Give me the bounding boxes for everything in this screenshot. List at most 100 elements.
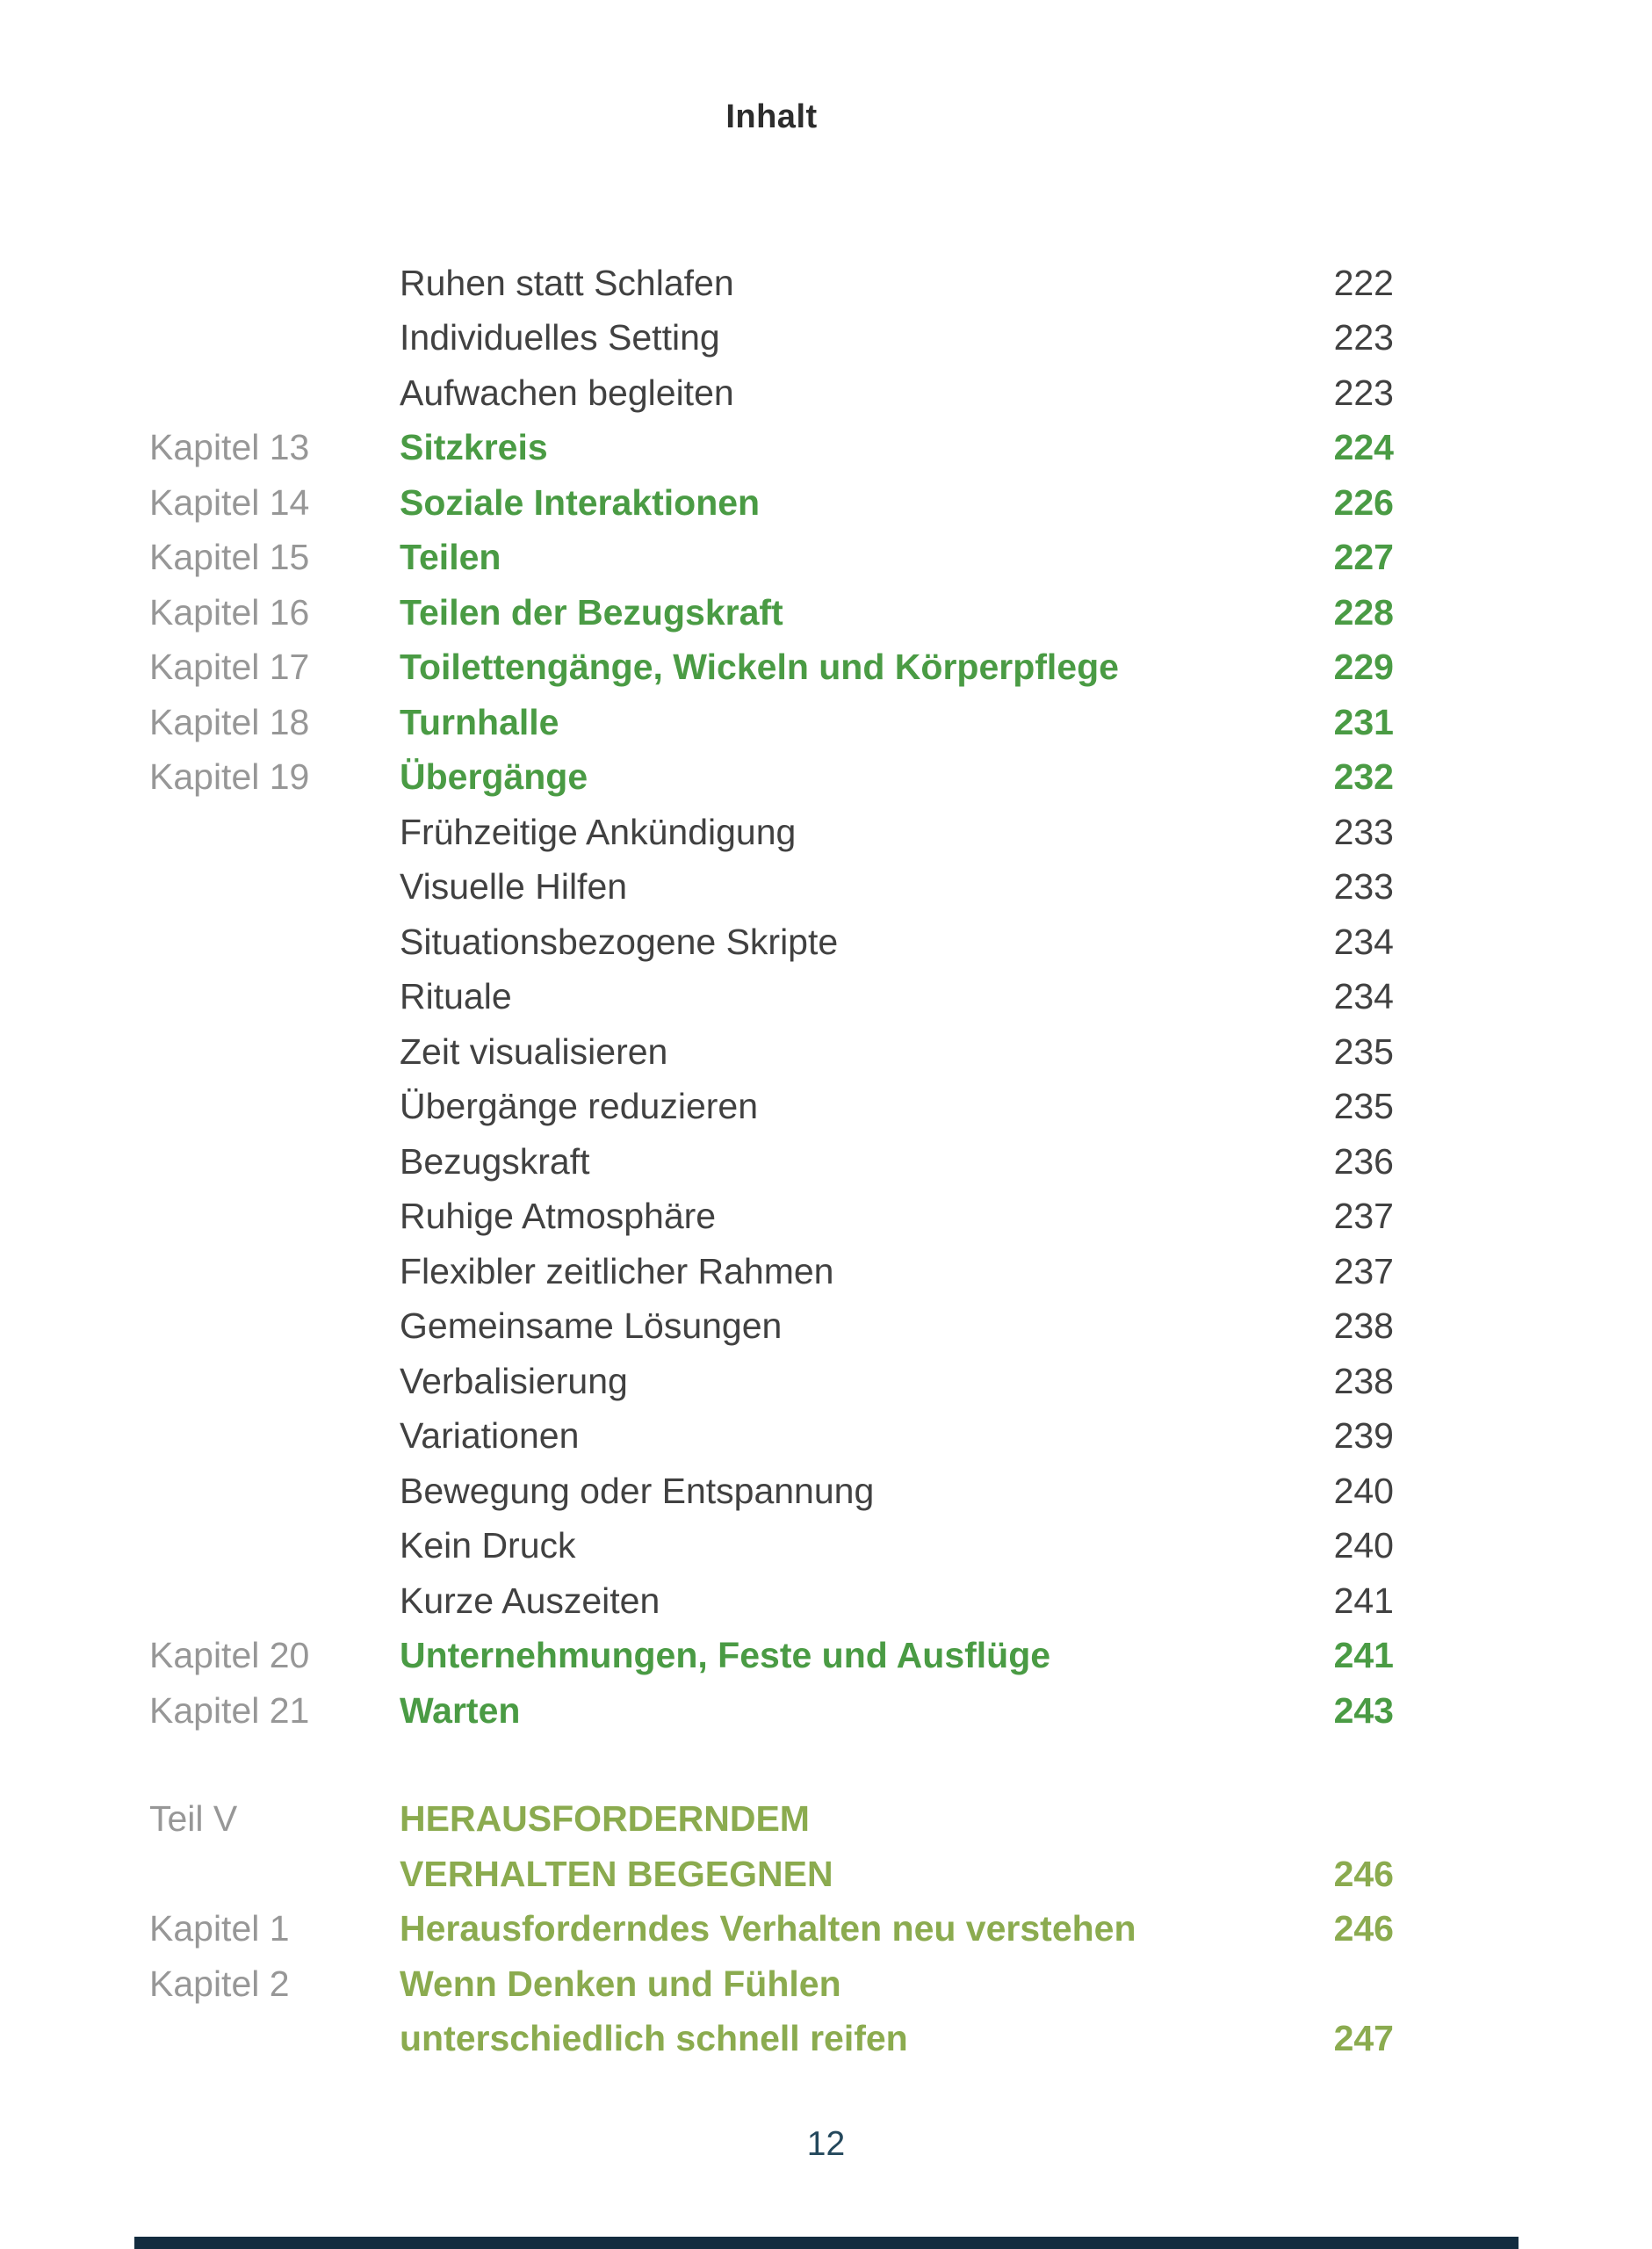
entry-page-number: 240 <box>1333 1470 1394 1511</box>
entry-page-number: 232 <box>1333 756 1394 798</box>
toc-row: Kapitel 19 Übergänge 232 <box>149 750 1394 806</box>
entry-title: Kurze Auszeiten <box>400 1580 660 1621</box>
toc-row: Frühzeitige Ankündigung 233 <box>149 805 1394 860</box>
chapter-label: Teil V <box>149 1798 238 1840</box>
entry-title: Zeit visualisieren <box>400 1030 668 1072</box>
toc-row: Kapitel 17 Toilettengänge, Wickeln und K… <box>149 640 1394 696</box>
entry-title: Rituale <box>400 976 512 1017</box>
entry-page-number: 235 <box>1333 1030 1394 1072</box>
chapter-label: Kapitel 16 <box>149 591 310 633</box>
chapter-label: Kapitel 17 <box>149 647 310 688</box>
chapter-label: Kapitel 20 <box>149 1635 310 1676</box>
entry-page-number: 247 <box>1333 2018 1394 2059</box>
entry-page-number: 234 <box>1333 921 1394 962</box>
entry-title: Teilen <box>400 537 501 578</box>
entry-title: Visuelle Hilfen <box>400 866 628 908</box>
entry-page-number: 238 <box>1333 1360 1394 1401</box>
chapter-label: Kapitel 19 <box>149 756 310 798</box>
toc-row: Kapitel 21 Warten 243 <box>149 1683 1394 1739</box>
toc-row: VERHALTEN BEGEGNEN 246 <box>149 1847 1394 1902</box>
toc-row: Kapitel 1 Herausforderndes Verhalten neu… <box>149 1902 1394 1957</box>
entry-title: Wenn Denken und Fühlen <box>400 1963 841 2004</box>
page-title: Inhalt <box>725 98 818 135</box>
entry-title: Ruhen statt Schlafen <box>400 262 734 303</box>
chapter-label: Kapitel 14 <box>149 481 310 523</box>
entry-title: Turnhalle <box>400 701 559 742</box>
entry-page-number: 223 <box>1333 372 1394 413</box>
entry-title: Gemeinsame Lösungen <box>400 1305 783 1347</box>
entry-page-number: 233 <box>1333 866 1394 908</box>
entry-page-number: 241 <box>1333 1635 1394 1676</box>
chapter-label: Kapitel 1 <box>149 1908 290 1949</box>
toc-row: Bewegung oder Entspannung 240 <box>149 1464 1394 1519</box>
toc-row: Kapitel 15 Teilen 227 <box>149 531 1394 586</box>
toc-row: Teil V HERAUSFORDERNDEM <box>149 1792 1394 1848</box>
toc-row: Kapitel 14 Soziale Interaktionen 226 <box>149 475 1394 531</box>
chapter-label: Kapitel 21 <box>149 1689 310 1731</box>
entry-page-number: 243 <box>1333 1689 1394 1731</box>
toc-row: Individuelles Setting 223 <box>149 311 1394 366</box>
entry-page-number: 236 <box>1333 1140 1394 1182</box>
entry-title: Übergänge reduzieren <box>400 1086 758 1127</box>
entry-page-number: 240 <box>1333 1525 1394 1566</box>
entry-title: Ruhige Atmosphäre <box>400 1196 717 1237</box>
entry-page-number: 238 <box>1333 1305 1394 1347</box>
entry-title: VERHALTEN BEGEGNEN <box>400 1853 833 1894</box>
toc-row: Kein Druck 240 <box>149 1519 1394 1574</box>
entry-title: unterschiedlich schnell reifen <box>400 2018 908 2059</box>
entry-page-number: 231 <box>1333 701 1394 742</box>
entry-title: Soziale Interaktionen <box>400 481 761 523</box>
toc-row: Gemeinsame Lösungen 238 <box>149 1299 1394 1355</box>
toc-row: Bezugskraft 236 <box>149 1134 1394 1190</box>
entry-page-number: 224 <box>1333 427 1394 468</box>
chapter-label: Kapitel 15 <box>149 537 310 578</box>
entry-title: Frühzeitige Ankündigung <box>400 811 797 852</box>
entry-page-number: 239 <box>1333 1415 1394 1457</box>
entry-title: Kein Druck <box>400 1525 576 1566</box>
toc-row: Rituale 234 <box>149 970 1394 1025</box>
toc-row: Verbalisierung 238 <box>149 1354 1394 1409</box>
toc-row: Aufwachen begleiten 223 <box>149 365 1394 421</box>
toc-row: Zeit visualisieren 235 <box>149 1024 1394 1080</box>
chapter-label: Kapitel 2 <box>149 1963 290 2004</box>
entry-title: Bewegung oder Entspannung <box>400 1470 875 1511</box>
entry-title: Herausforderndes Verhalten neu verstehen <box>400 1908 1136 1949</box>
entry-page-number: 234 <box>1333 976 1394 1017</box>
toc-row: Kapitel 16 Teilen der Bezugskraft 228 <box>149 585 1394 640</box>
toc-row: Visuelle Hilfen 233 <box>149 860 1394 915</box>
entry-title: Übergänge <box>400 756 588 798</box>
toc-row: Kurze Auszeiten 241 <box>149 1573 1394 1629</box>
toc-row: Kapitel 20 Unternehmungen, Feste und Aus… <box>149 1629 1394 1684</box>
entry-page-number: 246 <box>1333 1853 1394 1894</box>
toc-row: Situationsbezogene Skripte 234 <box>149 915 1394 970</box>
entry-title: Bezugskraft <box>400 1140 590 1182</box>
entry-page-number: 237 <box>1333 1196 1394 1237</box>
entry-title: Toilettengänge, Wickeln und Körperpflege <box>400 647 1119 688</box>
entry-title: Flexibler zeitlicher Rahmen <box>400 1250 834 1291</box>
entry-page-number: 246 <box>1333 1908 1394 1949</box>
toc-row: Kapitel 13 Sitzkreis 224 <box>149 421 1394 476</box>
chapter-label: Kapitel 13 <box>149 427 310 468</box>
toc-list: Ruhen statt Schlafen 222 Individuelles S… <box>149 256 1394 2066</box>
toc-row: Kapitel 2 Wenn Denken und Fühlen <box>149 1956 1394 2012</box>
toc-row: unterschiedlich schnell reifen 247 <box>149 2012 1394 2067</box>
toc-row: Übergänge reduzieren 235 <box>149 1080 1394 1135</box>
entry-title: HERAUSFORDERNDEM <box>400 1798 810 1840</box>
entry-title: Teilen der Bezugskraft <box>400 591 783 633</box>
entry-page-number: 222 <box>1333 262 1394 303</box>
entry-page-number: 227 <box>1333 537 1394 578</box>
entry-page-number: 226 <box>1333 481 1394 523</box>
entry-title: Aufwachen begleiten <box>400 372 734 413</box>
entry-title: Situationsbezogene Skripte <box>400 921 839 962</box>
entry-page-number: 241 <box>1333 1580 1394 1621</box>
toc-row: Flexibler zeitlicher Rahmen 237 <box>149 1244 1394 1299</box>
entry-page-number: 229 <box>1333 647 1394 688</box>
entry-title: Sitzkreis <box>400 427 548 468</box>
toc-row: Variationen 239 <box>149 1409 1394 1464</box>
toc-row: Kapitel 18 Turnhalle 231 <box>149 695 1394 750</box>
entry-title: Warten <box>400 1689 521 1731</box>
chapter-label: Kapitel 18 <box>149 701 310 742</box>
entry-page-number: 223 <box>1333 317 1394 358</box>
entry-page-number: 228 <box>1333 591 1394 633</box>
